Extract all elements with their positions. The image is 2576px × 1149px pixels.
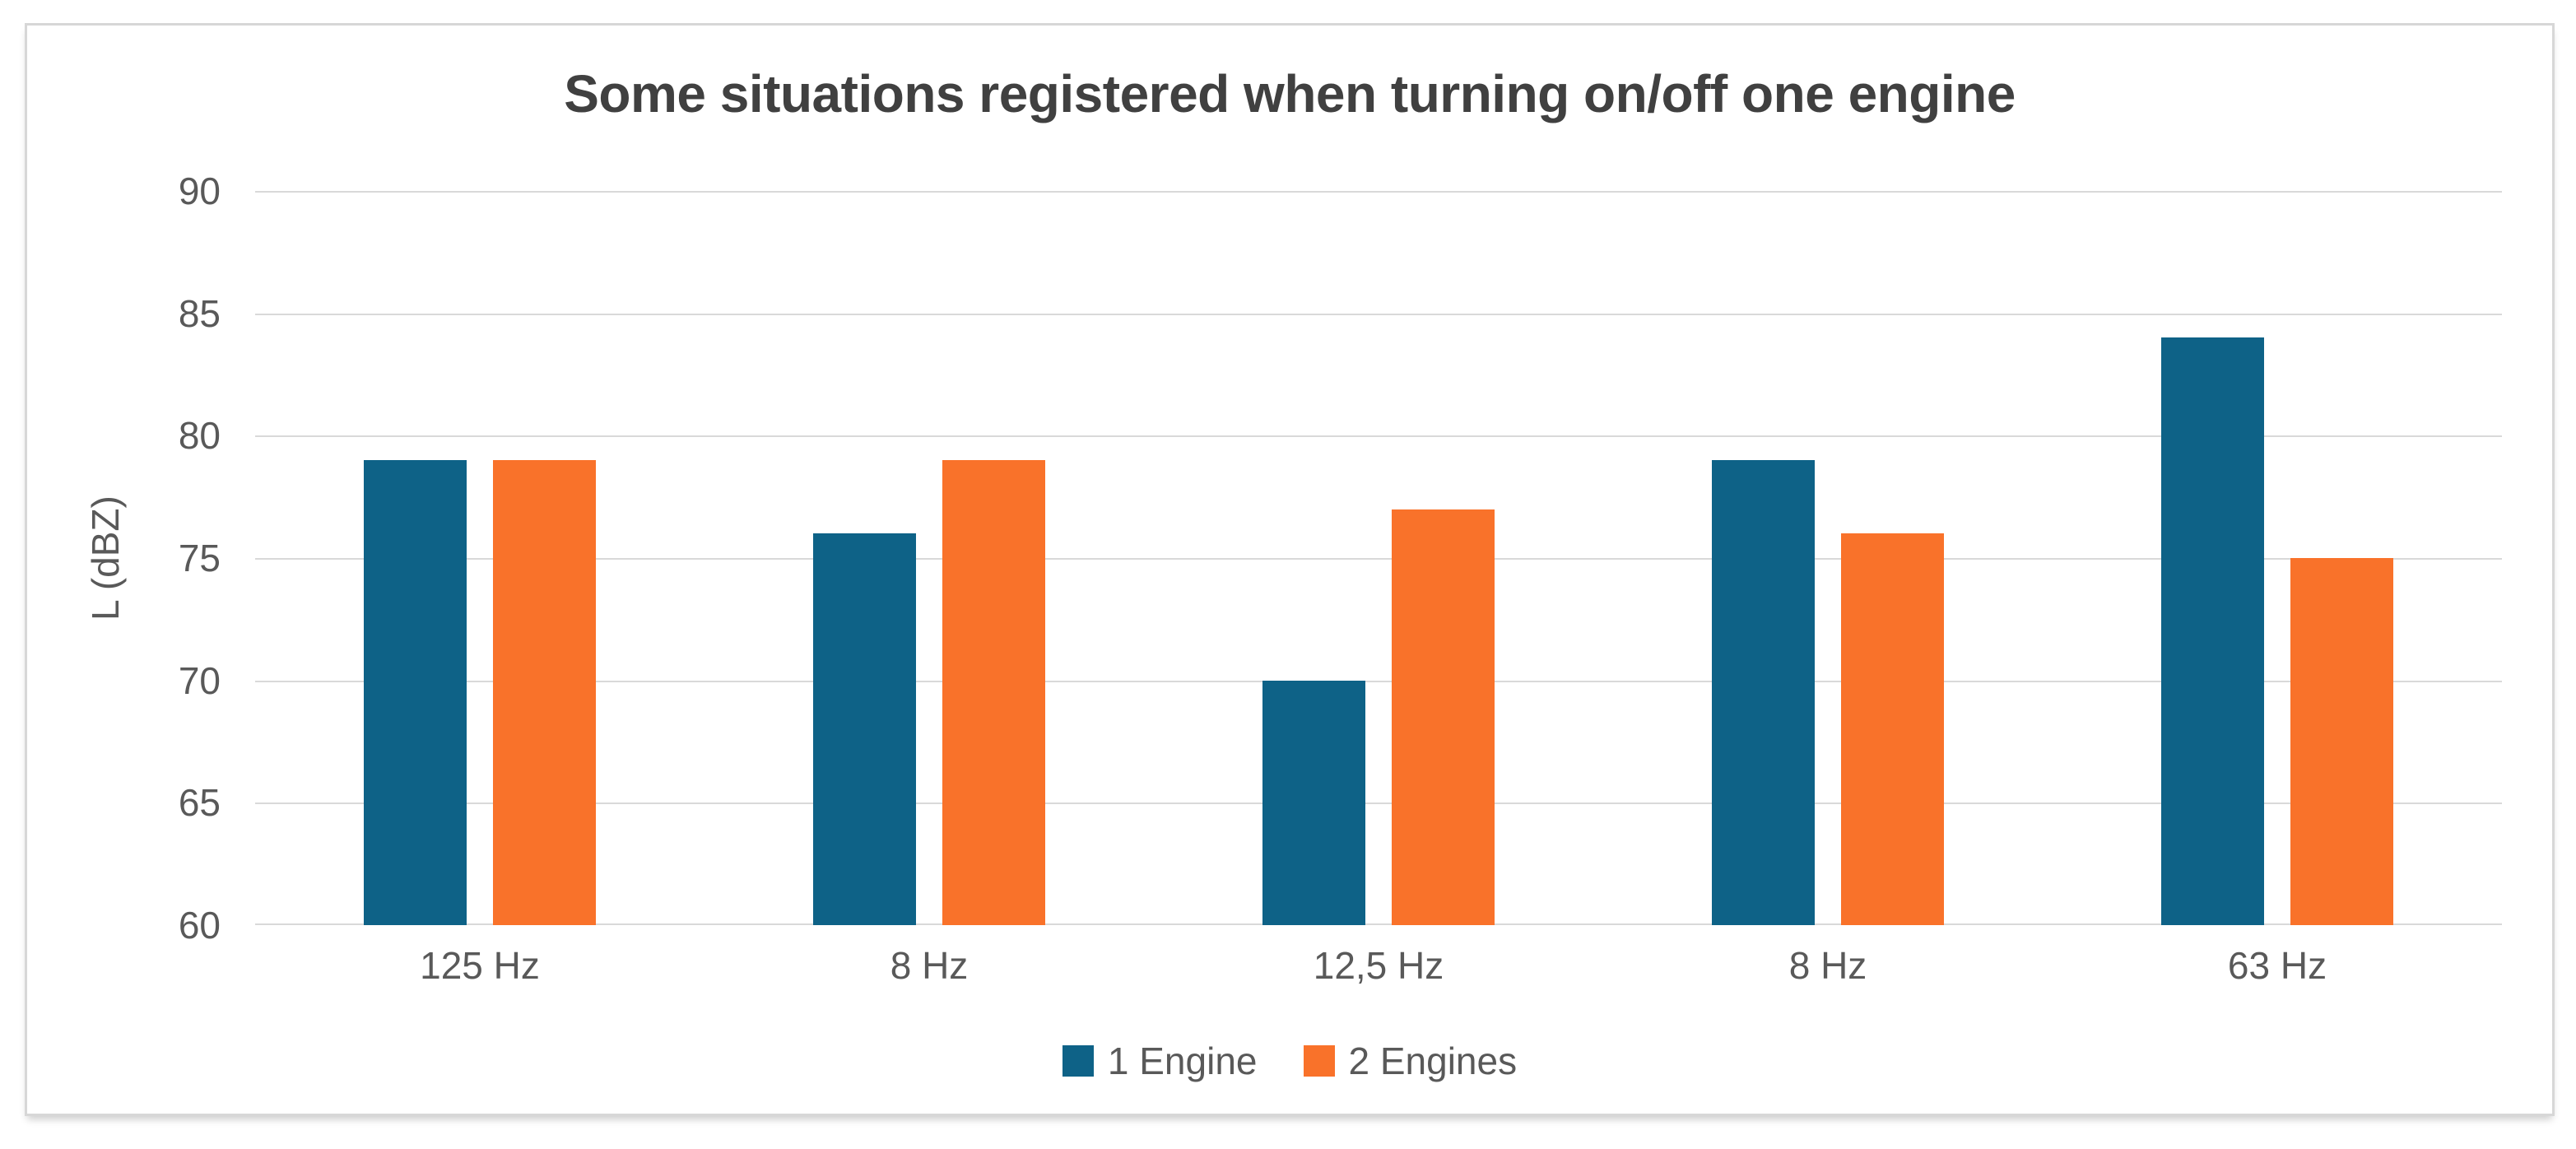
- legend-item: 2 Engines: [1303, 1039, 1518, 1083]
- bar-2-engines: [2290, 558, 2393, 925]
- bar-2-engines: [1841, 533, 1944, 925]
- bar-1-engine: [2161, 337, 2264, 925]
- gridline: [255, 313, 2502, 315]
- x-axis-label: 125 Hz: [420, 944, 540, 987]
- gridline: [255, 923, 2502, 925]
- bar-2-engines: [493, 460, 596, 925]
- y-tick-label: 60: [178, 904, 221, 947]
- bar-2-engines: [942, 460, 1045, 925]
- legend-swatch: [1303, 1045, 1335, 1077]
- bar-1-engine: [1262, 680, 1365, 925]
- bar-1-engine: [1712, 460, 1815, 925]
- gridline: [255, 680, 2502, 682]
- x-axis-label: 8 Hz: [890, 944, 969, 987]
- legend-item: 1 Engine: [1062, 1039, 1258, 1083]
- gridline: [255, 435, 2502, 438]
- legend-swatch: [1062, 1045, 1094, 1077]
- gridline: [255, 558, 2502, 560]
- legend: 1 Engine 2 Engines: [25, 1039, 2555, 1083]
- y-tick-label: 70: [178, 658, 221, 702]
- chart-title: Some situations registered when turning …: [564, 64, 2016, 123]
- x-axis-label: 63 Hz: [2227, 944, 2327, 987]
- y-tick-label: 90: [178, 170, 221, 212]
- plot-area: [255, 191, 2502, 925]
- bar-1-engine: [813, 533, 916, 925]
- y-tick-label: 80: [178, 414, 221, 458]
- y-tick-label: 65: [178, 781, 221, 825]
- legend-label: 1 Engine: [1107, 1040, 1258, 1082]
- bar-1-engine: [364, 460, 467, 925]
- bar-2-engines: [1392, 509, 1495, 925]
- gridline: [255, 802, 2502, 805]
- y-tick-label: 85: [178, 291, 221, 335]
- legend-label: 2 Engines: [1348, 1040, 1518, 1082]
- x-axis-label: 12,5 Hz: [1313, 944, 1444, 987]
- y-tick-label: 75: [178, 537, 221, 579]
- gridline: [255, 191, 2502, 193]
- x-axis-label: 8 Hz: [1788, 944, 1867, 987]
